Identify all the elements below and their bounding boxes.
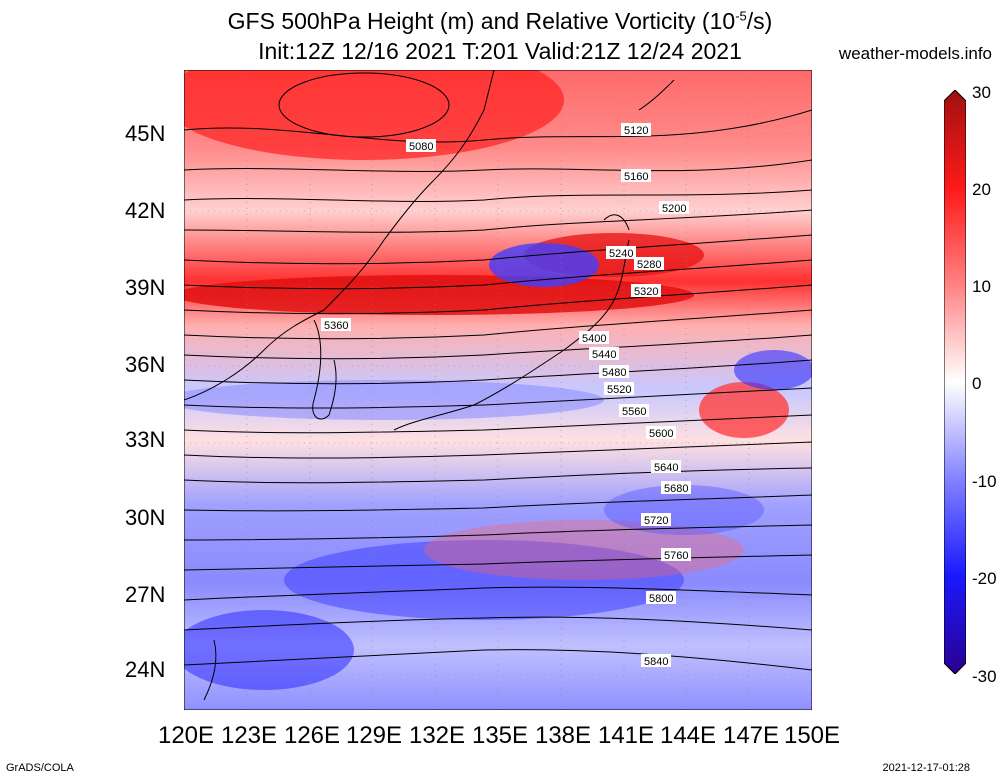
title-exponent: -5 xyxy=(735,8,747,24)
svg-text:5560: 5560 xyxy=(622,406,646,418)
svg-text:5440: 5440 xyxy=(592,349,616,361)
lat-label: 24N xyxy=(125,657,166,682)
contour-label: 5400 xyxy=(579,331,609,345)
svg-text:5760: 5760 xyxy=(664,550,688,562)
lon-label: 141E xyxy=(597,722,655,749)
lon-label: 132E xyxy=(408,722,466,749)
svg-text:5800: 5800 xyxy=(649,593,673,605)
title-init-valid: Init:12Z 12/16 2021 T:201 Valid:21Z 12/2… xyxy=(258,38,742,64)
title-main: GFS 500hPa Height (m) and Relative Vorti… xyxy=(227,8,736,34)
colorbar-label: -20 xyxy=(972,569,997,588)
map-plot: 5080 5120 5160 5200 5240 5280 5320 5360 … xyxy=(184,70,812,710)
lon-label: 144E xyxy=(659,722,717,749)
colorbar-label: 20 xyxy=(972,180,991,199)
lat-label: 45N xyxy=(125,121,166,146)
footer-timestamp: 2021-12-17-01:28 xyxy=(882,762,970,774)
contour-label: 5360 xyxy=(321,318,351,332)
colorbar-label: 10 xyxy=(972,277,991,296)
contour-label: 5720 xyxy=(641,513,671,527)
title-unit-end: /s) xyxy=(746,8,773,34)
height-contours xyxy=(184,72,812,671)
contour-label: 5240 xyxy=(606,246,636,260)
svg-text:5080: 5080 xyxy=(409,141,433,153)
lon-label: 135E xyxy=(471,722,529,749)
lon-label: 138E xyxy=(534,722,592,749)
svg-text:5320: 5320 xyxy=(634,286,658,298)
lon-label: 150E xyxy=(783,722,841,749)
svg-text:5120: 5120 xyxy=(624,125,648,137)
svg-text:5720: 5720 xyxy=(644,515,668,527)
lon-label: 129E xyxy=(345,722,403,749)
contour-label: 5120 xyxy=(621,123,651,137)
lon-label: 120E xyxy=(157,722,215,749)
lat-label: 36N xyxy=(125,352,166,377)
contour-label: 5800 xyxy=(646,591,676,605)
svg-text:5840: 5840 xyxy=(644,656,668,668)
site-credit: weather-models.info xyxy=(838,44,992,63)
colorbar-label: -30 xyxy=(972,667,997,686)
svg-text:5520: 5520 xyxy=(607,384,631,396)
contour-labels: 5080 5120 5160 5200 5240 5280 5320 5360 … xyxy=(321,123,691,668)
lat-label: 39N xyxy=(125,275,166,300)
svg-text:5200: 5200 xyxy=(662,203,686,215)
colorbar-label: 0 xyxy=(972,374,982,393)
vorticity-map: 5080 5120 5160 5200 5240 5280 5320 5360 … xyxy=(184,70,812,710)
lon-label: 123E xyxy=(220,722,278,749)
contour-label: 5480 xyxy=(599,365,629,379)
contour-label: 5600 xyxy=(646,426,676,440)
contour-label: 5160 xyxy=(621,169,651,183)
contour-label: 5280 xyxy=(634,257,664,271)
contour-label: 5640 xyxy=(651,460,681,474)
contour-label: 5520 xyxy=(604,382,634,396)
colorbar-label: -10 xyxy=(972,472,997,491)
svg-text:5600: 5600 xyxy=(649,428,673,440)
contour-label: 5080 xyxy=(406,139,436,153)
coastlines xyxy=(184,70,675,701)
lat-label: 33N xyxy=(125,427,166,452)
contour-label: 5200 xyxy=(659,201,689,215)
lat-label: 42N xyxy=(125,198,166,223)
colorbar xyxy=(943,89,967,675)
footer-software: GrADS/COLA xyxy=(6,762,74,774)
svg-text:5640: 5640 xyxy=(654,462,678,474)
svg-text:5360: 5360 xyxy=(324,320,348,332)
lon-label: 126E xyxy=(283,722,341,749)
contour-label: 5320 xyxy=(631,284,661,298)
svg-text:5400: 5400 xyxy=(582,333,606,345)
svg-text:5680: 5680 xyxy=(664,483,688,495)
contour-label: 5840 xyxy=(641,654,671,668)
colorbar-label: 30 xyxy=(972,83,991,102)
lon-label: 147E xyxy=(722,722,780,749)
svg-text:5280: 5280 xyxy=(637,259,661,271)
contour-label: 5760 xyxy=(661,548,691,562)
svg-text:5480: 5480 xyxy=(602,367,626,379)
lat-label: 27N xyxy=(125,582,166,607)
contour-label: 5680 xyxy=(661,481,691,495)
contour-label: 5440 xyxy=(589,347,619,361)
svg-text:5240: 5240 xyxy=(609,248,633,260)
contour-label: 5560 xyxy=(619,404,649,418)
lat-label: 30N xyxy=(125,505,166,530)
svg-text:5160: 5160 xyxy=(624,171,648,183)
